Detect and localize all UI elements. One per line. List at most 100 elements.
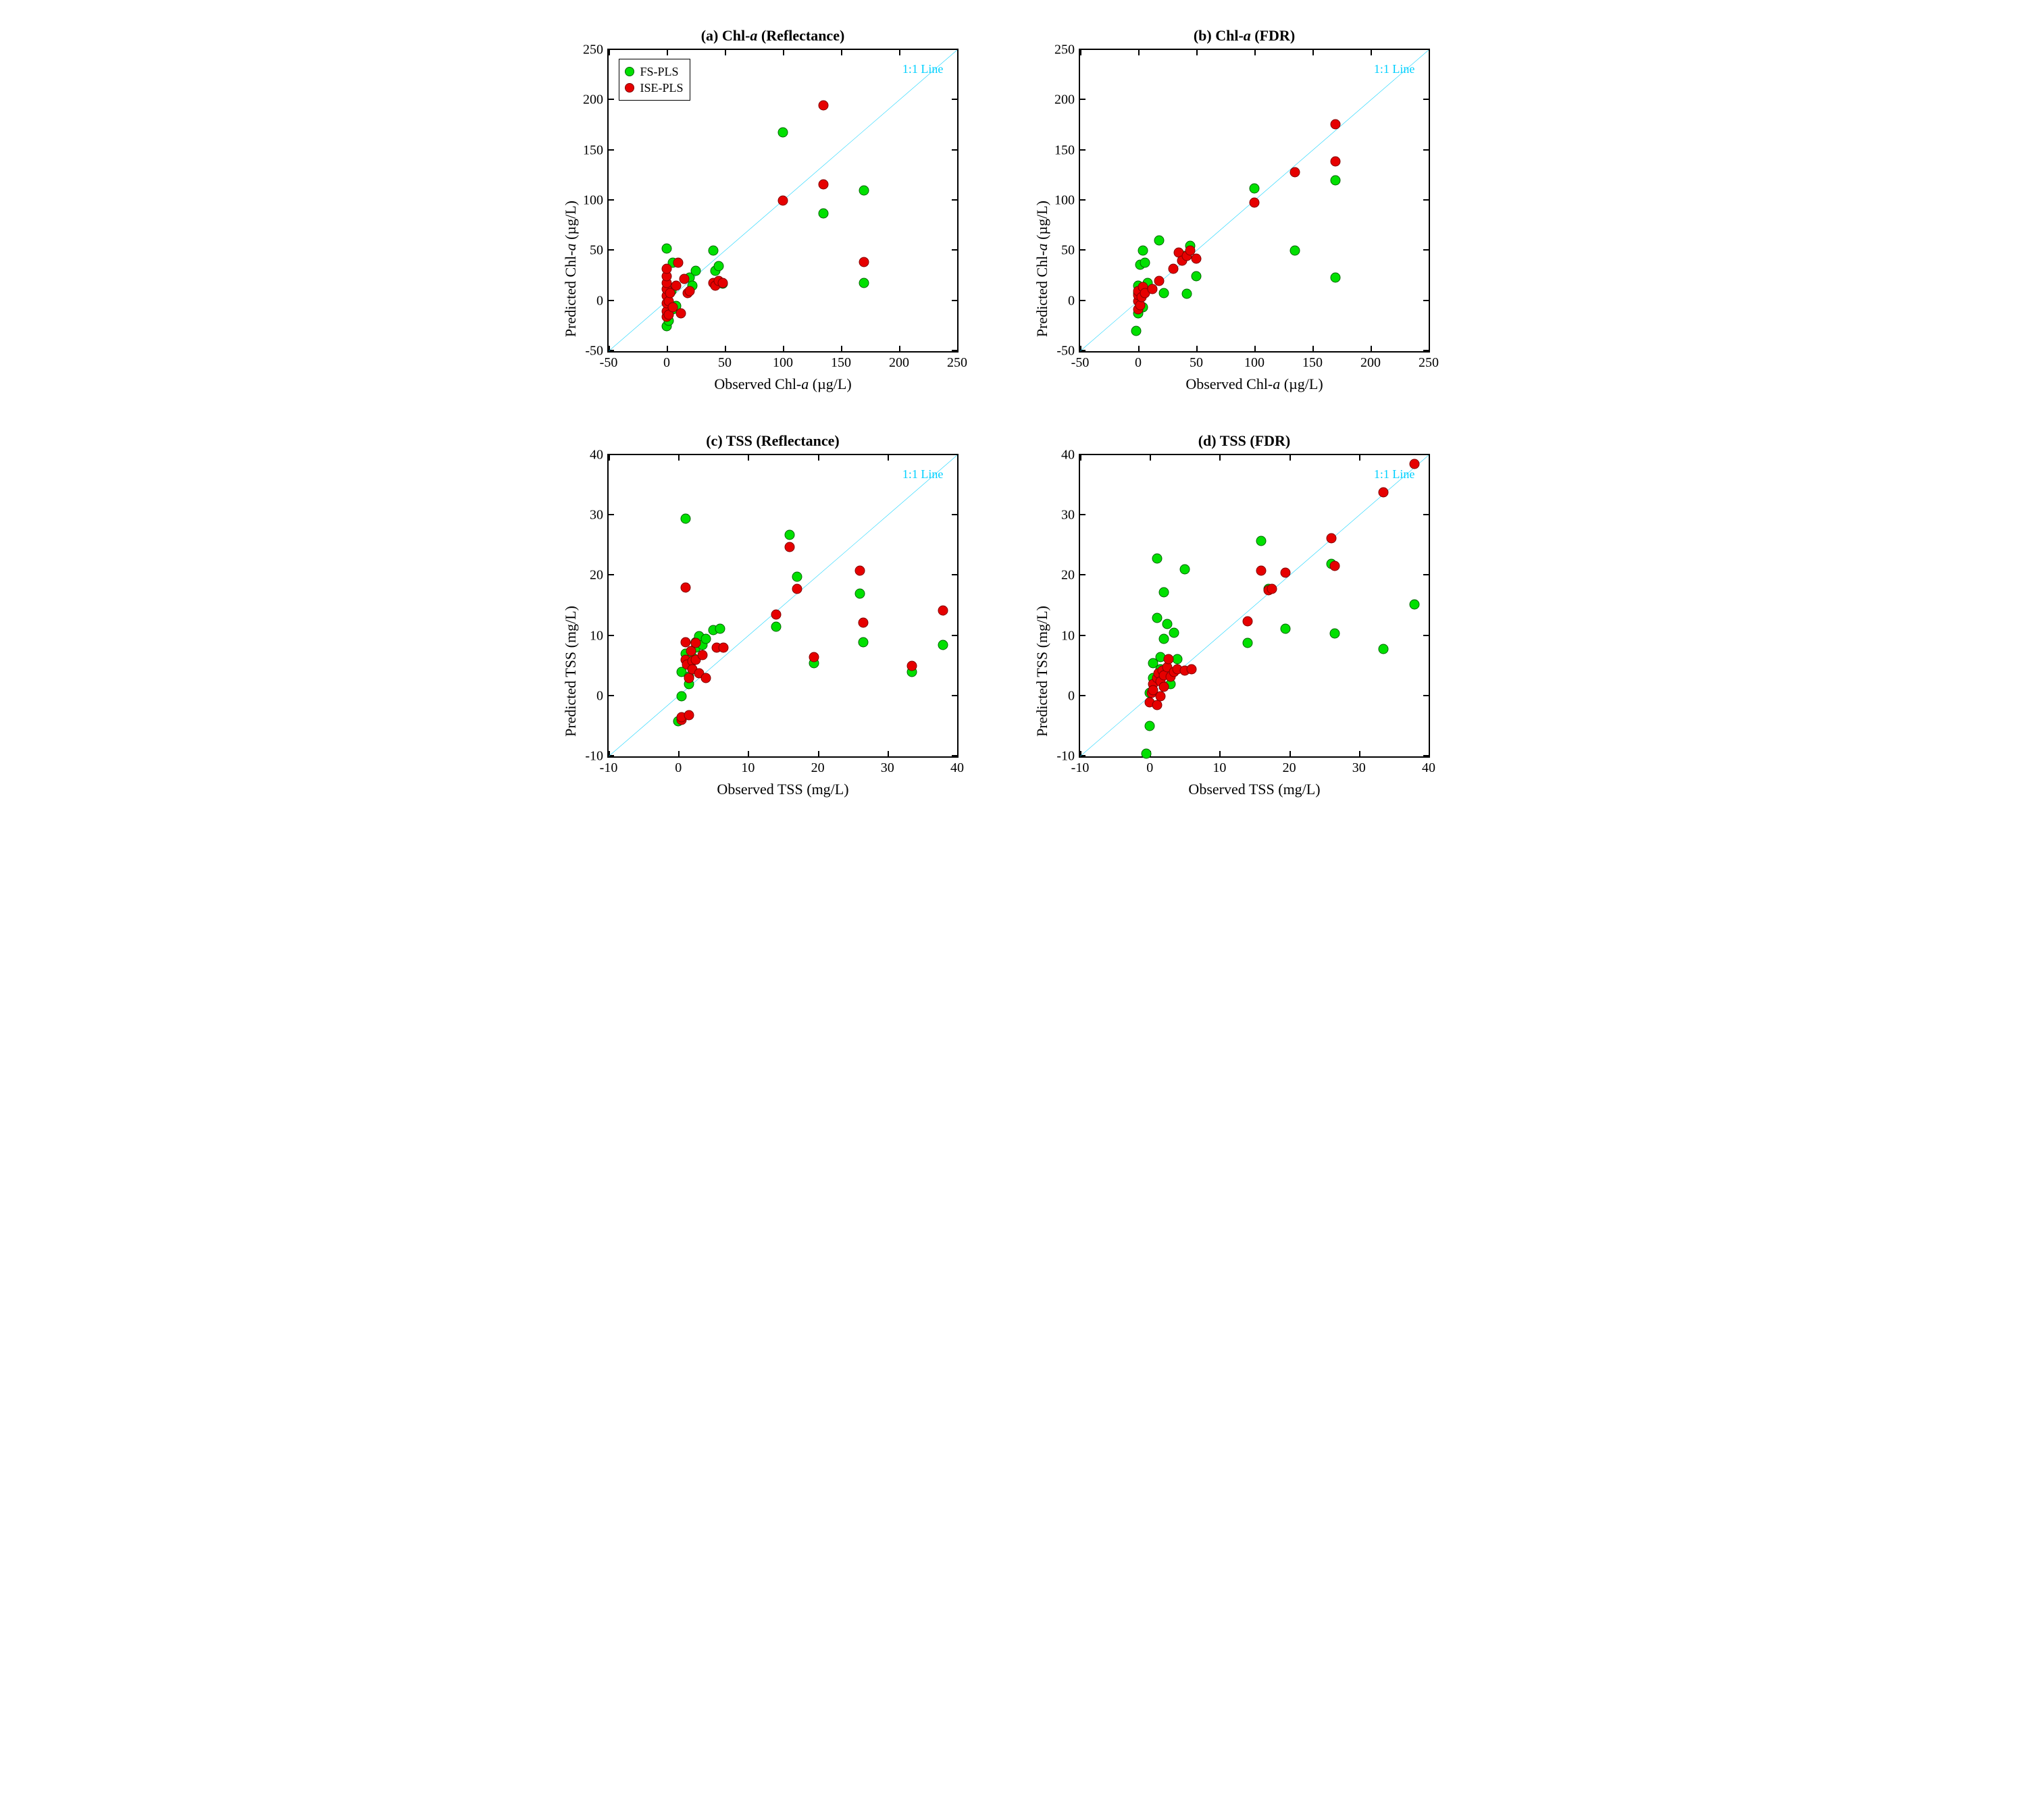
point-fs-pls: [1281, 623, 1291, 633]
point-fs-pls: [691, 266, 701, 276]
panel-a: (a) Chl-a (Reflectance) -50-5000505010010…: [556, 27, 990, 400]
point-ise-pls: [685, 286, 695, 296]
y-tick-label: 200: [1054, 93, 1075, 108]
point-fs-pls: [1242, 638, 1252, 648]
point-ise-pls: [675, 308, 686, 318]
panel-title: (d) TSS (FDR): [1027, 432, 1461, 450]
point-ise-pls: [684, 673, 694, 683]
point-ise-pls: [1152, 700, 1162, 710]
figure-grid: (a) Chl-a (Reflectance) -50-5000505010010…: [556, 27, 1461, 805]
point-fs-pls: [715, 623, 725, 633]
point-ise-pls: [1187, 664, 1197, 674]
x-axis-label: Observed Chl-a (µg/L): [1185, 375, 1323, 393]
identity-line: [1080, 455, 1429, 756]
panel-c: (c) TSS (Reflectance)-10-100010102020303…: [556, 432, 990, 805]
x-tick-label: 100: [773, 355, 793, 371]
point-ise-pls: [691, 638, 701, 648]
legend-swatch: [625, 67, 634, 76]
y-tick-label: 250: [583, 43, 603, 58]
y-tick-label: 200: [583, 93, 603, 108]
identity-line: [609, 455, 957, 756]
point-fs-pls: [708, 246, 718, 256]
x-tick-label: 10: [1212, 760, 1226, 776]
point-fs-pls: [1378, 644, 1388, 654]
point-ise-pls: [1267, 584, 1277, 594]
x-tick-label: 100: [1244, 355, 1265, 371]
point-fs-pls: [1154, 236, 1164, 246]
point-ise-pls: [1281, 567, 1291, 577]
y-axis-label: Predicted TSS (mg/L): [1033, 606, 1051, 737]
point-ise-pls: [854, 566, 865, 576]
y-tick-label: 150: [583, 142, 603, 158]
point-fs-pls: [1250, 184, 1260, 194]
point-fs-pls: [1152, 613, 1162, 623]
x-axis-label: Observed TSS (mg/L): [717, 781, 848, 798]
y-tick-label: 100: [583, 193, 603, 209]
y-tick-label: -10: [1056, 749, 1075, 764]
point-fs-pls: [1158, 588, 1169, 598]
point-fs-pls: [714, 261, 724, 271]
point-fs-pls: [1140, 258, 1150, 268]
point-ise-pls: [673, 258, 684, 268]
x-tick-label: 50: [718, 355, 732, 371]
point-fs-pls: [1138, 246, 1148, 256]
y-tick-label: 150: [1054, 142, 1075, 158]
identity-line-label: 1:1 Line: [1374, 62, 1415, 76]
point-fs-pls: [1158, 288, 1169, 298]
point-ise-pls: [698, 650, 708, 660]
x-tick-label: 150: [831, 355, 851, 371]
point-fs-pls: [1152, 554, 1162, 564]
plot-area: -50-50005050100100150150200200250250Obse…: [607, 49, 959, 353]
x-tick-label: 0: [675, 760, 682, 776]
point-fs-pls: [1192, 271, 1202, 281]
x-tick-label: 200: [889, 355, 909, 371]
y-tick-label: 0: [1068, 293, 1075, 309]
point-fs-pls: [1179, 565, 1190, 575]
identity-line-label: 1:1 Line: [902, 467, 944, 482]
point-ise-pls: [1329, 561, 1339, 571]
point-fs-pls: [858, 637, 868, 647]
panel-d: (d) TSS (FDR)-10-10001010202030304040Obs…: [1027, 432, 1461, 805]
point-fs-pls: [1163, 619, 1173, 629]
point-ise-pls: [1164, 654, 1174, 664]
y-tick-label: 10: [1061, 628, 1075, 644]
point-fs-pls: [792, 572, 802, 582]
x-tick-label: 250: [947, 355, 967, 371]
point-ise-pls: [792, 584, 802, 594]
point-ise-pls: [771, 610, 781, 620]
legend: FS-PLSISE-PLS: [619, 59, 690, 101]
point-ise-pls: [1410, 459, 1420, 469]
y-tick-label: -50: [585, 344, 603, 359]
y-tick-label: 30: [590, 508, 603, 523]
x-tick-label: 250: [1419, 355, 1439, 371]
x-tick-label: 40: [1422, 760, 1435, 776]
x-tick-label: 40: [950, 760, 964, 776]
y-axis-label: Predicted Chl-a (µg/L): [562, 201, 580, 337]
x-tick-label: 20: [1283, 760, 1296, 776]
point-ise-pls: [701, 673, 711, 683]
point-fs-pls: [785, 529, 795, 540]
point-fs-pls: [1142, 748, 1152, 758]
y-tick-label: 0: [596, 688, 603, 704]
point-fs-pls: [1182, 289, 1192, 299]
panel-title: (a) Chl-a (Reflectance): [556, 27, 990, 45]
point-fs-pls: [662, 244, 672, 254]
x-tick-label: 20: [811, 760, 825, 776]
point-ise-pls: [819, 100, 829, 110]
point-ise-pls: [662, 264, 672, 274]
y-tick-label: 50: [590, 243, 603, 259]
identity-line-label: 1:1 Line: [902, 62, 944, 76]
point-ise-pls: [679, 274, 689, 284]
point-ise-pls: [1168, 264, 1178, 274]
point-ise-pls: [907, 661, 917, 671]
point-fs-pls: [701, 634, 711, 644]
plot-area: -10-10001010202030304040Observed TSS (mg…: [607, 454, 959, 758]
y-tick-label: -10: [585, 749, 603, 764]
x-tick-label: 30: [1352, 760, 1366, 776]
point-fs-pls: [677, 691, 687, 701]
point-ise-pls: [680, 583, 690, 593]
y-tick-label: 50: [1061, 243, 1075, 259]
point-ise-pls: [1192, 254, 1202, 264]
point-fs-pls: [1331, 273, 1341, 283]
point-fs-pls: [1256, 536, 1267, 546]
